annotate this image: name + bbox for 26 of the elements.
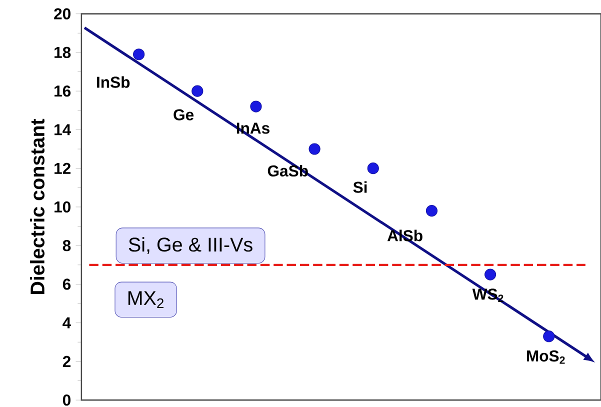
annotation: MoS$_{2}$ [527,350,565,364]
y-tick-label: 20 [54,8,70,20]
annotation: InSb [97,76,130,88]
annotation: MX$_{2}$ [128,291,164,308]
y-tick-label: 2 [62,356,70,367]
y-tick-label: 4 [62,317,72,328]
annotation: Ge [174,109,194,120]
point [484,268,496,280]
point [426,205,438,217]
y-tick-label: 18 [54,46,71,58]
y-tick-label: 10 [54,201,70,213]
point [133,48,145,60]
annotation: Si, Ge & III-Vs [128,237,252,254]
point [367,162,379,174]
point [543,330,555,342]
y-tick-label: 6 [62,278,71,290]
y-tick-label: 16 [54,85,71,97]
y-axis-title: Dielectric constant [30,118,45,294]
point [308,143,320,155]
y-tick-label: 12 [54,162,70,174]
annotation: Si [353,181,367,193]
y-tick-label: 14 [54,124,72,136]
point [192,85,204,97]
point [250,100,262,112]
y-tick-label: 8 [62,240,71,252]
y-tick-label: 0 [62,394,70,406]
